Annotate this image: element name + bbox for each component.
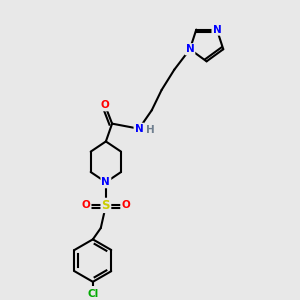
Text: O: O	[100, 100, 109, 110]
Text: N: N	[185, 44, 194, 54]
Text: H: H	[146, 125, 155, 135]
Text: S: S	[102, 199, 110, 212]
Text: N: N	[135, 124, 143, 134]
Text: O: O	[82, 200, 90, 210]
Text: N: N	[101, 177, 110, 187]
Text: N: N	[212, 25, 221, 34]
Text: O: O	[121, 200, 130, 210]
Text: Cl: Cl	[87, 289, 98, 299]
